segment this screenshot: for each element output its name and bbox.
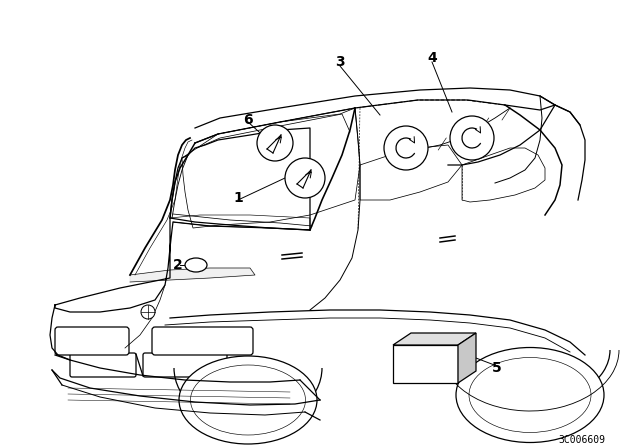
Circle shape — [141, 305, 155, 319]
Text: 3C006609: 3C006609 — [559, 435, 605, 445]
Polygon shape — [393, 345, 458, 383]
Circle shape — [384, 126, 428, 170]
FancyBboxPatch shape — [55, 327, 129, 355]
Circle shape — [450, 116, 494, 160]
Polygon shape — [393, 333, 476, 345]
Polygon shape — [130, 268, 255, 282]
Circle shape — [285, 158, 325, 198]
FancyBboxPatch shape — [143, 353, 227, 377]
Circle shape — [257, 125, 293, 161]
Ellipse shape — [456, 348, 604, 443]
Text: 5: 5 — [492, 361, 502, 375]
Text: 2: 2 — [173, 258, 183, 272]
Text: 6: 6 — [243, 113, 253, 127]
FancyBboxPatch shape — [70, 353, 136, 377]
Ellipse shape — [185, 258, 207, 272]
Text: 4: 4 — [427, 51, 437, 65]
Polygon shape — [458, 333, 476, 383]
Text: 3: 3 — [335, 55, 345, 69]
FancyBboxPatch shape — [152, 327, 253, 355]
Text: 1: 1 — [233, 191, 243, 205]
Ellipse shape — [179, 356, 317, 444]
